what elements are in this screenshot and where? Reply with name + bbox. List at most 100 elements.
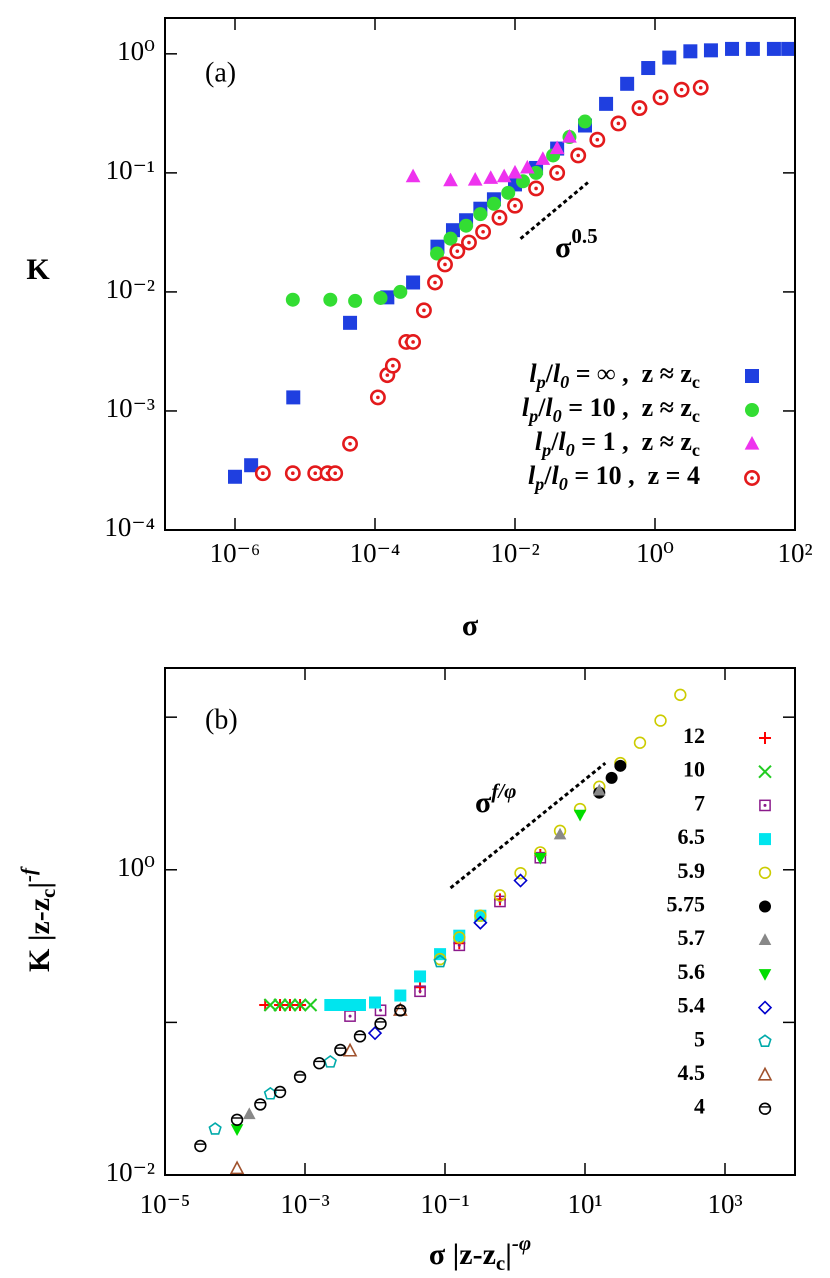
marker-shape bbox=[414, 985, 426, 998]
data-point bbox=[514, 866, 527, 880]
marker-shape bbox=[323, 1055, 337, 1068]
data-point bbox=[430, 246, 445, 261]
data-point bbox=[674, 688, 687, 702]
marker-shape bbox=[453, 931, 466, 944]
marker-shape bbox=[228, 469, 242, 484]
x-tick-label: 10⁻⁵ bbox=[140, 1189, 191, 1219]
annotation: σ0.5 bbox=[555, 224, 598, 264]
marker-shape bbox=[473, 207, 488, 222]
data-point bbox=[273, 998, 287, 1012]
text-part: / bbox=[543, 461, 552, 490]
data-point bbox=[605, 771, 618, 784]
marker-shape bbox=[455, 249, 460, 253]
data-point bbox=[323, 292, 338, 307]
marker-shape bbox=[759, 732, 771, 744]
marker-shape bbox=[616, 121, 621, 126]
legend-label: lp/l0 = ∞ , z ≈ zc bbox=[529, 359, 700, 392]
data-point bbox=[283, 998, 297, 1012]
marker-shape bbox=[553, 827, 567, 840]
legend-label: lp/l0 = 10 , z = 4 bbox=[528, 461, 700, 494]
legend-marker bbox=[745, 369, 759, 383]
marker-shape bbox=[344, 999, 357, 1012]
data-point bbox=[781, 41, 796, 56]
data-point bbox=[228, 469, 242, 484]
marker-shape bbox=[781, 41, 796, 56]
marker-shape bbox=[534, 852, 547, 865]
marker-shape bbox=[374, 1017, 387, 1030]
data-point bbox=[406, 275, 421, 290]
data-point bbox=[405, 168, 421, 183]
marker-shape bbox=[493, 889, 507, 902]
text-part: σ bbox=[555, 231, 572, 264]
data-point bbox=[284, 465, 301, 482]
data-point bbox=[473, 915, 488, 930]
marker-shape bbox=[759, 833, 771, 846]
data-point bbox=[334, 1043, 347, 1057]
marker-shape bbox=[385, 373, 390, 377]
marker-shape bbox=[496, 168, 512, 183]
x-tick-label: 10⁻¹ bbox=[420, 1189, 469, 1219]
marker-shape bbox=[369, 996, 381, 1009]
x-tick-label: 10⁻² bbox=[490, 538, 539, 568]
data-point bbox=[633, 736, 647, 749]
legend-label: 4.5 bbox=[678, 1060, 706, 1085]
y-tick-label: 10⁻¹ bbox=[106, 155, 155, 185]
y-axis-label: K bbox=[26, 253, 50, 286]
text-part: l bbox=[528, 461, 536, 490]
marker-shape bbox=[637, 106, 642, 110]
marker-shape bbox=[614, 759, 627, 772]
data-point bbox=[303, 998, 318, 1012]
marker-shape bbox=[414, 970, 427, 983]
data-point bbox=[342, 1042, 358, 1057]
marker-shape bbox=[334, 999, 347, 1012]
marker-shape bbox=[481, 229, 485, 234]
text-part: = 1 , z ≈ z bbox=[575, 427, 692, 456]
marker-shape bbox=[620, 76, 635, 91]
data-point bbox=[433, 954, 447, 968]
marker-shape bbox=[573, 809, 587, 822]
marker-shape bbox=[535, 151, 551, 165]
legend-label: 6.5 bbox=[678, 824, 706, 849]
marker-shape bbox=[745, 403, 759, 417]
data-point bbox=[394, 1004, 407, 1017]
legend-marker bbox=[757, 1066, 773, 1081]
data-point bbox=[507, 164, 523, 179]
marker-shape bbox=[513, 873, 528, 888]
guide-line bbox=[449, 761, 607, 890]
data-point bbox=[394, 989, 407, 1002]
marker-shape bbox=[534, 186, 538, 191]
data-point bbox=[610, 115, 627, 132]
data-point bbox=[242, 1107, 256, 1120]
plot-frame bbox=[164, 17, 796, 531]
marker-shape bbox=[393, 284, 408, 299]
text-part: l bbox=[535, 427, 543, 456]
marker-shape bbox=[323, 292, 338, 307]
data-point bbox=[369, 996, 381, 1009]
marker-shape bbox=[555, 171, 559, 175]
marker-shape bbox=[254, 1098, 267, 1111]
data-point bbox=[348, 293, 363, 308]
text-part: c bbox=[692, 372, 700, 392]
legend-label: 5 bbox=[694, 1026, 705, 1051]
text-part: l bbox=[529, 359, 537, 388]
legend-marker bbox=[759, 900, 771, 913]
data-point bbox=[483, 170, 499, 184]
x-tick-label: 10⁰ bbox=[636, 538, 674, 568]
data-point bbox=[344, 1010, 356, 1022]
marker-shape bbox=[324, 999, 337, 1012]
marker-shape bbox=[633, 736, 647, 749]
marker-shape bbox=[457, 943, 461, 947]
legend-marker bbox=[759, 833, 771, 846]
text-part: l bbox=[558, 427, 566, 456]
marker-shape bbox=[605, 771, 618, 784]
legend-marker bbox=[758, 866, 772, 879]
marker-shape bbox=[758, 1034, 772, 1047]
y-tick-label: 10⁰ bbox=[117, 36, 155, 66]
marker-shape bbox=[303, 998, 318, 1012]
data-point bbox=[415, 302, 432, 319]
legend-label: 5.9 bbox=[678, 858, 706, 883]
text-part: p bbox=[533, 474, 544, 494]
data-point bbox=[286, 390, 301, 405]
legend-marker bbox=[744, 435, 760, 450]
marker-shape bbox=[745, 41, 760, 56]
